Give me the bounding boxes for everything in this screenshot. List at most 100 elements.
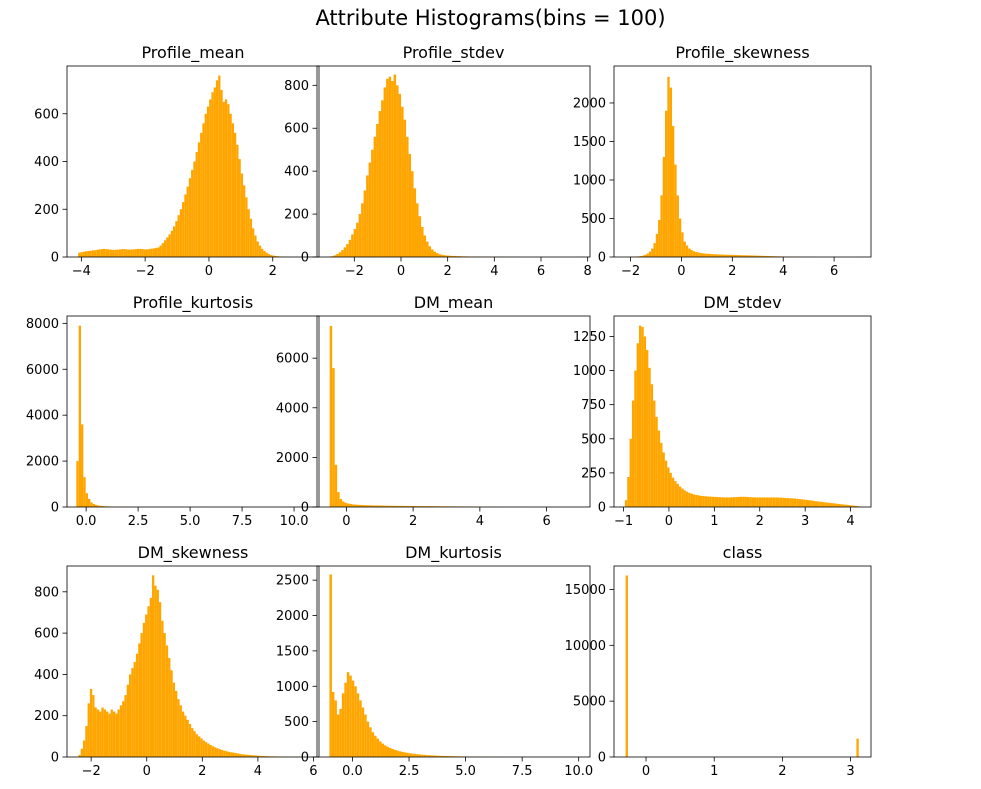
histogram-bar <box>346 672 350 757</box>
histogram-bar <box>715 254 719 257</box>
histogram-bar <box>186 719 189 757</box>
histogram-bar <box>702 253 705 257</box>
histogram-bar <box>341 693 345 757</box>
histogram-bar <box>436 253 439 257</box>
histogram-bar <box>683 490 686 507</box>
histogram-bar <box>651 248 654 257</box>
histogram-bar <box>253 755 256 757</box>
subplot-title: Profile_kurtosis <box>133 293 253 313</box>
histogram-bar <box>255 755 258 757</box>
y-tick-label: 15000 <box>565 583 606 598</box>
histogram-bar <box>763 497 766 507</box>
subplot-profile-skewness: −2 0 2 4 6 0 500 1000 1500 2000 Profile_skewness <box>573 43 872 279</box>
histogram-bar <box>458 256 461 257</box>
histogram-bar <box>850 505 853 507</box>
histogram-bar <box>641 326 644 507</box>
histogram-bar <box>636 343 639 507</box>
histogram-bar <box>782 497 785 507</box>
axes-frame <box>316 565 591 758</box>
x-tick-label: 0.0 <box>342 764 363 779</box>
histogram-bar <box>376 738 380 757</box>
histogram-bar <box>344 502 348 507</box>
x-tick-label: 2 <box>444 264 452 279</box>
histogram-bar <box>159 245 162 257</box>
histogram-bar <box>446 255 449 257</box>
histogram-bar <box>793 498 797 507</box>
y-tick-label: 1500 <box>573 135 606 150</box>
histogram-bar <box>379 741 382 757</box>
histogram-bar <box>629 438 632 507</box>
histogram-bar <box>699 252 703 257</box>
histogram-bar <box>127 249 131 257</box>
histogram-bar <box>702 496 705 507</box>
histogram-bar <box>374 505 377 507</box>
histogram-bar <box>195 151 198 257</box>
histogram-bar <box>419 506 422 507</box>
histogram-bar <box>225 751 228 757</box>
histogram-bar <box>99 505 102 507</box>
x-tick-label: 2 <box>409 514 417 529</box>
histogram-bar <box>358 214 362 257</box>
histogram-bar <box>753 255 756 257</box>
x-tick-label: 0 <box>677 264 685 279</box>
histogram-bar <box>653 243 656 257</box>
histogram-bar <box>735 497 738 507</box>
histogram-bar <box>770 497 773 507</box>
histogram-bar <box>737 496 740 507</box>
histogram-bar <box>766 255 770 257</box>
histogram-bar <box>381 505 385 507</box>
x-tick-label: −2 <box>621 264 640 279</box>
histogram-bar <box>847 505 851 507</box>
histogram-bar <box>391 505 395 507</box>
histogram-bar <box>389 505 392 507</box>
histogram-bar <box>239 753 242 757</box>
x-tick-label: 6 <box>309 764 317 779</box>
histogram-bar <box>188 178 192 258</box>
histogram-bar <box>690 250 693 257</box>
histogram-bar <box>810 500 813 507</box>
x-tick-label: 2 <box>756 514 764 529</box>
histogram-bar <box>274 256 277 257</box>
histogram-bar <box>339 708 342 757</box>
histogram-bar <box>248 754 251 757</box>
histogram-bar <box>704 496 708 507</box>
histogram-bar <box>224 99 228 257</box>
histogram-bar <box>650 384 654 507</box>
histogram-bar <box>711 496 715 507</box>
histogram-bar <box>209 99 212 257</box>
y-tick-label: 8000 <box>26 317 59 332</box>
histogram-bar <box>122 701 125 757</box>
y-tick-label: 1000 <box>573 173 606 188</box>
histogram-bar <box>109 249 113 257</box>
histogram-bar <box>332 368 335 507</box>
histogram-bar <box>361 707 365 757</box>
histogram-bar <box>97 505 100 507</box>
histogram-bar <box>96 709 100 757</box>
histogram-bar <box>216 748 219 757</box>
histogram-bar <box>184 715 187 757</box>
histogram-bar <box>353 229 357 257</box>
histogram-bar <box>366 505 370 507</box>
histogram-bar <box>662 452 665 507</box>
subplot-dm-stdev: −1 0 1 2 3 4 0 250 500 750 1000 1250 DM_stdev <box>573 293 872 529</box>
histogram-bar <box>241 754 245 757</box>
histogram-bar <box>78 325 82 507</box>
y-tick-label: 0 <box>301 251 309 266</box>
histogram-bar <box>81 424 84 507</box>
y-tick-label: 200 <box>284 208 309 223</box>
histogram-bar <box>364 714 367 757</box>
histogram-bar <box>646 253 649 257</box>
histogram-bar <box>692 494 696 507</box>
histogram-bar <box>119 705 123 757</box>
x-tick-label: 7.5 <box>232 514 253 529</box>
histogram-bar <box>371 149 374 257</box>
histogram-bar <box>660 195 663 257</box>
histogram-bar <box>352 504 355 507</box>
histogram-bar <box>424 506 427 507</box>
histogram-bar <box>429 506 432 507</box>
histogram-bar <box>743 255 747 257</box>
histogram-bar <box>337 492 340 507</box>
histogram-bar <box>784 497 787 507</box>
histogram-bar <box>734 254 737 257</box>
